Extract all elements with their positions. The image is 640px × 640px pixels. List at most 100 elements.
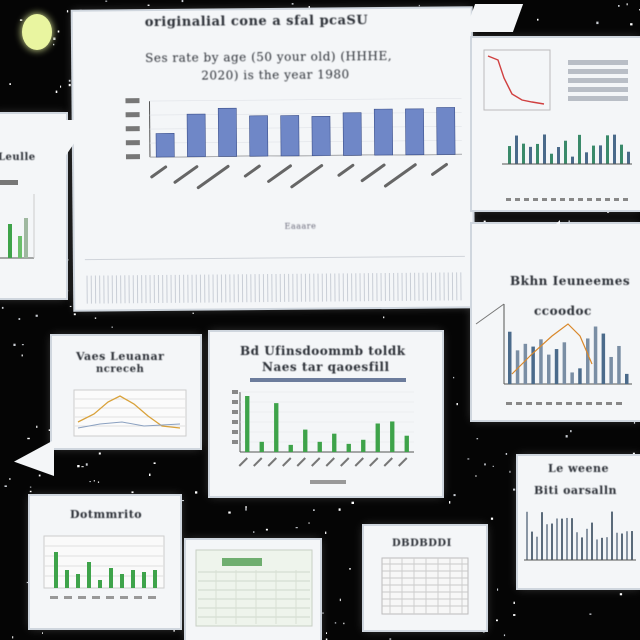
f-bar	[626, 531, 628, 560]
star	[509, 470, 511, 473]
f-bar	[611, 511, 613, 560]
b-bar	[361, 439, 366, 452]
main-bar	[311, 115, 331, 156]
main-y-tick-label	[125, 154, 140, 160]
rm-bar	[609, 356, 613, 384]
rm-bar	[593, 326, 598, 384]
star	[53, 37, 56, 40]
f-bar	[571, 518, 573, 560]
b-x-tick-label	[267, 457, 277, 467]
star	[475, 475, 477, 477]
star	[607, 210, 610, 213]
mini-bar	[578, 134, 581, 164]
rm-bar	[617, 345, 621, 384]
mini-bar	[571, 156, 574, 164]
rm-tick-label	[566, 402, 572, 405]
mini-bar	[613, 134, 616, 164]
moon-decoration	[22, 14, 52, 50]
card-f-chart	[524, 511, 636, 561]
star	[180, 558, 182, 560]
d-bar	[131, 570, 135, 588]
star	[13, 343, 16, 346]
rm-bar	[531, 346, 535, 384]
b-bar	[303, 429, 308, 452]
b-x-tick-label	[282, 457, 292, 467]
star	[66, 290, 69, 292]
star	[38, 474, 41, 477]
card-c-title: Bkhn Ieuneemes	[510, 274, 631, 288]
star	[618, 5, 620, 7]
star	[325, 638, 328, 640]
star	[503, 634, 506, 637]
star	[483, 220, 486, 223]
card-a-line-chart	[73, 389, 187, 437]
mini-tick-label	[524, 198, 529, 201]
b-y-tick-label	[232, 420, 238, 424]
star	[326, 632, 327, 634]
b-bar	[346, 443, 351, 452]
d-tick-label	[78, 596, 86, 599]
main-y-tick-label	[125, 112, 140, 118]
star	[158, 309, 160, 311]
f-bar	[606, 537, 608, 560]
rm-tick-label	[506, 402, 512, 405]
star	[547, 222, 550, 225]
b-y-tick-label	[232, 410, 238, 414]
star	[497, 588, 499, 591]
star	[338, 508, 341, 511]
mini-bar	[599, 145, 602, 164]
mini-bar	[522, 143, 525, 164]
star	[519, 36, 522, 38]
rm-tick-label	[586, 402, 592, 405]
mini-bar	[564, 140, 567, 164]
star	[94, 317, 97, 319]
star	[325, 531, 327, 534]
f-bar	[526, 511, 528, 560]
mini-tick-label	[614, 198, 619, 201]
star	[85, 463, 88, 466]
mini-tick-label	[578, 198, 583, 201]
b-x-tick-label	[340, 457, 350, 467]
main-x-tick-label	[243, 164, 261, 178]
rm-pointer-line	[475, 303, 505, 325]
b-x-tick-label	[369, 457, 379, 467]
main-bar	[373, 108, 394, 156]
main-x-tick-label	[337, 163, 355, 177]
b-xlabel	[310, 480, 346, 484]
f-bar	[621, 533, 623, 560]
main-x-tick-label	[383, 163, 417, 188]
main-bar	[405, 108, 425, 156]
rm-tick-label	[536, 402, 542, 405]
main-x-tick-label	[196, 164, 230, 190]
star	[21, 354, 23, 357]
star	[97, 481, 100, 483]
star	[291, 3, 294, 5]
rm-bar	[554, 349, 559, 384]
mini-tick-label	[506, 198, 511, 201]
mini-bar	[529, 146, 532, 164]
t1-header	[222, 558, 262, 566]
card-e: DBDBDDI	[364, 526, 486, 630]
star	[505, 453, 508, 455]
d-tick-label	[134, 596, 142, 599]
mini-tick-label	[605, 198, 610, 201]
rm-bar	[515, 350, 520, 384]
star	[19, 19, 23, 21]
star	[596, 21, 599, 25]
star	[50, 385, 53, 389]
b-y-tick-label	[232, 390, 238, 394]
f-bar	[546, 524, 548, 560]
star	[453, 376, 455, 379]
card-a: Vaes Leuanar ncreceh	[52, 336, 200, 448]
main-y-tick-label	[125, 140, 140, 146]
f-bar	[601, 537, 603, 560]
rm-tick-label	[526, 402, 532, 405]
left-subtitle-mark	[0, 180, 18, 185]
mini-tick-label	[587, 198, 592, 201]
b-y-tick-label	[232, 400, 238, 404]
star	[308, 6, 310, 9]
star	[27, 437, 30, 440]
f-bar	[561, 518, 563, 560]
star	[98, 452, 101, 455]
star	[68, 83, 71, 87]
